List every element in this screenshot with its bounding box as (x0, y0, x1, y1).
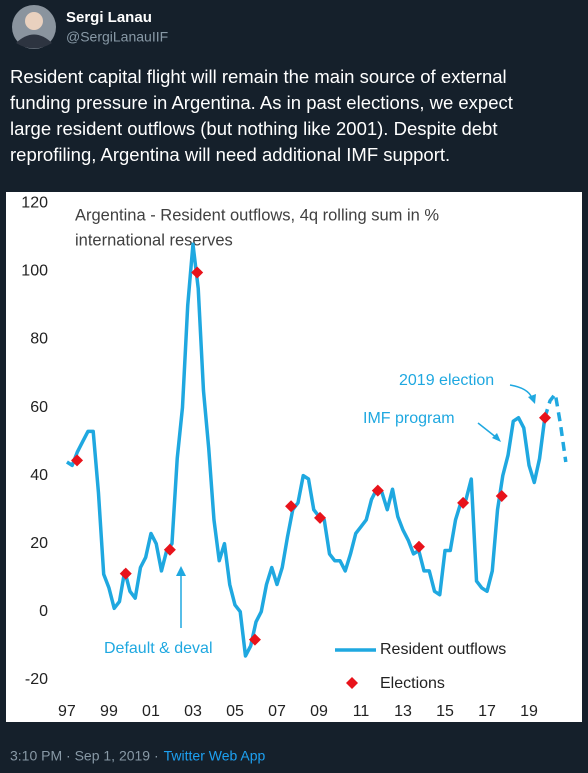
x-tick-label: 03 (184, 703, 202, 720)
tweet-text-line: large resident outflows (but nothing lik… (10, 118, 497, 139)
x-tick-label: 99 (100, 703, 118, 720)
chart-title: Argentina - Resident outflows, 4q rollin… (75, 206, 439, 224)
chart-title: international reserves (75, 231, 233, 249)
chart: Argentina - Resident outflows, 4q rollin… (21, 195, 568, 720)
x-tick-label: 13 (394, 703, 412, 720)
election-marker (412, 540, 425, 553)
election-marker (371, 484, 384, 497)
y-tick-label: 100 (21, 263, 48, 280)
tweet-text-line: reprofiling, Argentina will need additio… (10, 144, 450, 165)
arrow-head (176, 566, 186, 576)
timestamp[interactable]: 3:10 PM · Sep 1, 2019 · (10, 748, 159, 764)
y-tick-label: -20 (25, 671, 48, 688)
election-marker (248, 633, 261, 646)
y-tick-label: 60 (30, 399, 48, 416)
election-marker (314, 511, 327, 524)
x-tick-label: 11 (353, 703, 370, 720)
source-link[interactable]: Twitter Web App (164, 748, 266, 764)
election-marker (71, 454, 84, 467)
x-tick-label: 97 (58, 703, 76, 720)
x-tick-label: 17 (478, 703, 496, 720)
legend-label: Resident outflows (380, 641, 506, 658)
legend-label: Elections (380, 675, 445, 692)
election-marker (163, 543, 176, 556)
x-tick-label: 07 (268, 703, 286, 720)
y-tick-label: 0 (39, 603, 48, 620)
election-marker (191, 266, 204, 279)
arrow-head (492, 433, 501, 442)
user-name[interactable]: Sergi Lanau (66, 9, 152, 26)
y-tick-label: 20 (30, 535, 48, 552)
avatar-face (25, 12, 43, 30)
y-tick-label: 40 (30, 467, 48, 484)
annotation: Default & deval (104, 640, 213, 657)
tweet-text-line: funding pressure in Argentina. As in pas… (10, 92, 513, 113)
y-tick-label: 120 (21, 195, 48, 212)
annotation: IMF program (363, 410, 455, 427)
tweet-text: Resident capital flight will remain the … (10, 66, 513, 165)
arrow-head (528, 394, 536, 404)
x-tick-label: 01 (142, 703, 160, 720)
annotation: 2019 election (399, 372, 494, 389)
x-tick-label: 09 (310, 703, 328, 720)
legend-marker (346, 677, 358, 689)
x-tick-label: 19 (520, 703, 538, 720)
annotation-arrow (477, 422, 498, 439)
election-marker (119, 567, 132, 580)
election-marker (495, 490, 508, 503)
avatar-suit (16, 34, 52, 49)
election-marker (539, 411, 552, 424)
tweet-text-line: Resident capital flight will remain the … (10, 66, 507, 87)
chart-image[interactable] (6, 192, 582, 722)
x-tick-label: 05 (226, 703, 244, 720)
y-tick-label: 80 (30, 331, 48, 348)
user-handle[interactable]: @SergiLanauIIF (66, 29, 168, 45)
x-tick-label: 15 (436, 703, 454, 720)
election-marker (285, 500, 298, 513)
election-marker (457, 496, 470, 509)
